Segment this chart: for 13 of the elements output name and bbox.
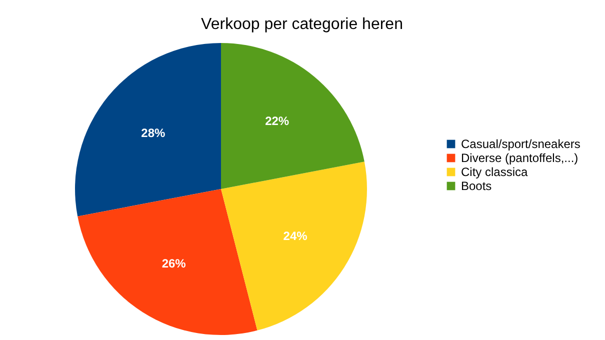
data-label: 28% <box>141 126 166 140</box>
chart-title: Verkoop per categorie heren <box>201 16 403 33</box>
pie-slice <box>78 189 258 335</box>
pie-slice <box>221 162 367 330</box>
legend-label: Boots <box>461 179 492 193</box>
legend-label: Diverse (pantoffels,...) <box>461 151 578 165</box>
data-label: 24% <box>283 229 308 244</box>
legend-label: City classica <box>461 165 528 179</box>
pie-slice <box>75 43 221 216</box>
legend-label: Casual/sport/sneakers <box>461 137 580 151</box>
data-label: 22% <box>265 114 290 128</box>
pie-slice <box>221 43 364 189</box>
data-label: 26% <box>162 256 186 270</box>
